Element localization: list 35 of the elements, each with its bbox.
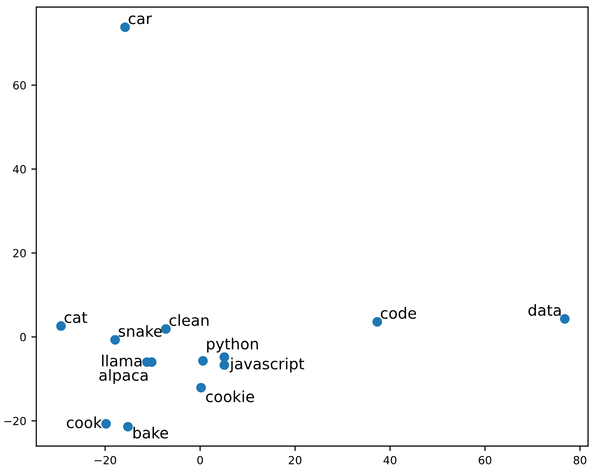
y-tick-label: 0: [20, 332, 26, 342]
annotation: bake: [133, 426, 168, 439]
point: [198, 356, 208, 366]
point: [123, 422, 133, 432]
annotation: data: [528, 304, 561, 316]
point: [110, 335, 120, 345]
point: [120, 22, 130, 32]
point: [372, 316, 382, 327]
annotation: python: [207, 338, 258, 353]
annotation: car: [128, 15, 152, 24]
annotation: snake: [118, 325, 162, 337]
y-tick-label: 60: [13, 81, 26, 90]
point: [560, 314, 570, 324]
annotation: alpaca: [99, 369, 148, 384]
x-tick-label: 0: [197, 456, 203, 464]
annotation: javascript: [230, 358, 304, 372]
x-tick-label: 60: [478, 456, 492, 464]
y-tick-label: 40: [12, 165, 26, 174]
point: [219, 360, 230, 370]
point: [56, 321, 66, 331]
annotation: cook: [66, 416, 102, 428]
annotation: cookie: [206, 390, 254, 402]
annotation: clean: [170, 314, 208, 326]
x-tick-label: 80: [574, 456, 586, 464]
point: [101, 418, 111, 429]
annotation: llama: [102, 354, 142, 367]
x-tick-label: 40: [384, 456, 396, 464]
point: [196, 382, 206, 393]
y-tick-label: 20: [13, 248, 26, 258]
x-tick-label: 20: [288, 456, 302, 464]
y-tick-label: −20: [4, 416, 26, 426]
annotation: code: [380, 307, 416, 319]
x-tick-label: −20: [94, 456, 116, 464]
annotation: cat: [64, 312, 88, 324]
point: [219, 352, 230, 362]
